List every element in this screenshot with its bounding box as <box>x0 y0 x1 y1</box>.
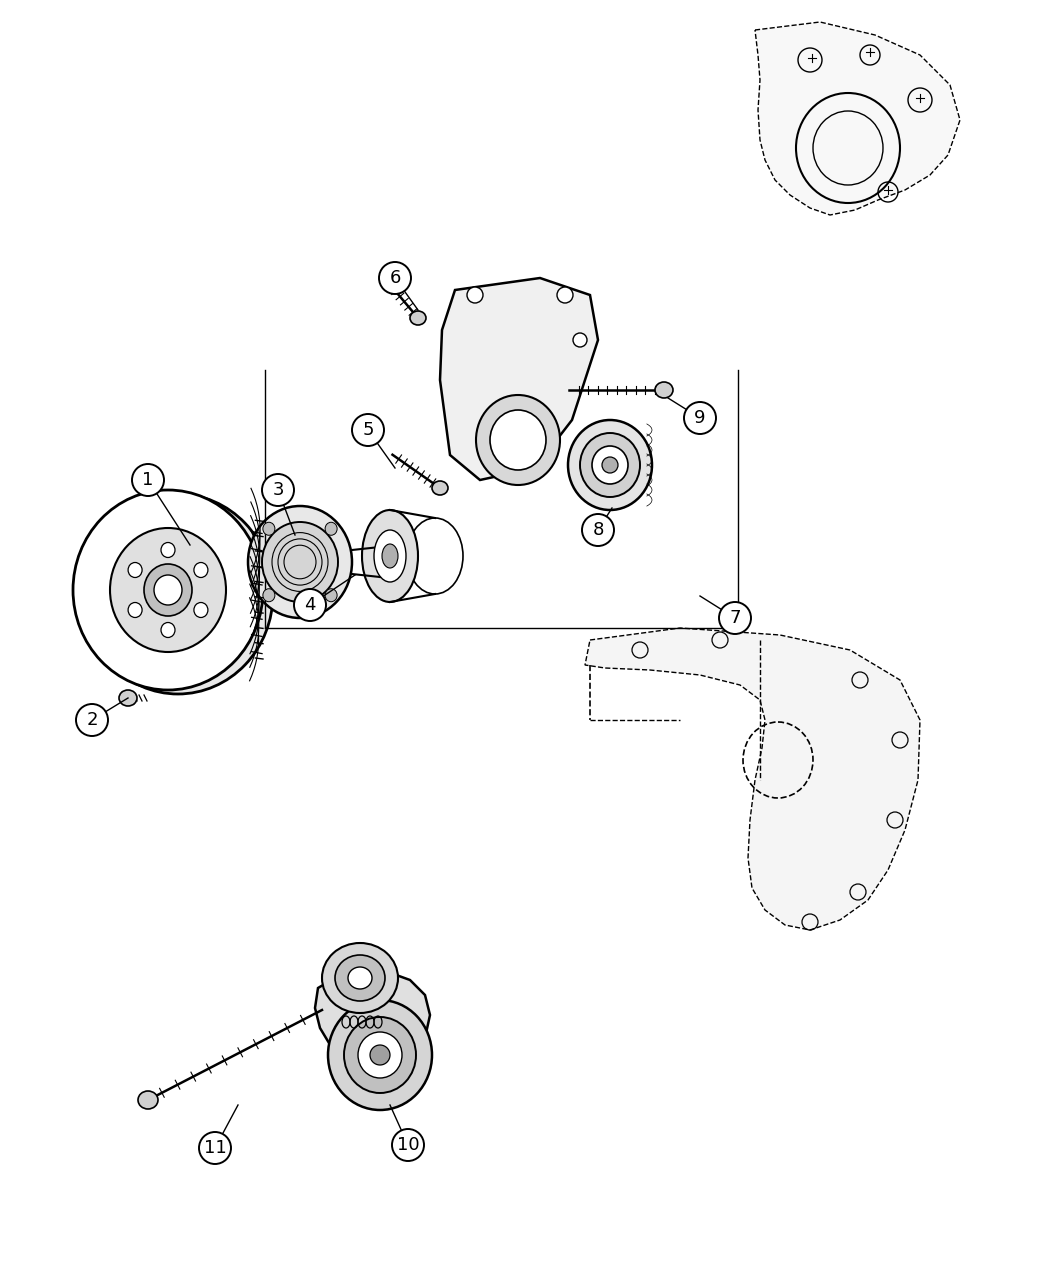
Ellipse shape <box>128 562 142 578</box>
Circle shape <box>76 704 108 736</box>
Circle shape <box>200 1132 231 1164</box>
Ellipse shape <box>194 562 208 578</box>
Text: 9: 9 <box>694 409 706 427</box>
Circle shape <box>582 514 614 546</box>
Ellipse shape <box>262 523 275 536</box>
Ellipse shape <box>119 690 136 706</box>
Polygon shape <box>755 22 960 215</box>
Ellipse shape <box>326 523 337 536</box>
Text: 7: 7 <box>730 609 740 627</box>
Ellipse shape <box>74 490 262 690</box>
Ellipse shape <box>592 446 628 485</box>
Ellipse shape <box>248 506 352 618</box>
Circle shape <box>719 602 751 634</box>
Ellipse shape <box>573 333 587 347</box>
Ellipse shape <box>326 589 337 602</box>
Polygon shape <box>315 970 430 1077</box>
Ellipse shape <box>194 603 208 617</box>
Circle shape <box>379 261 411 295</box>
Ellipse shape <box>128 603 142 617</box>
Polygon shape <box>585 629 920 929</box>
Ellipse shape <box>556 287 573 303</box>
Ellipse shape <box>432 481 448 495</box>
Text: 2: 2 <box>86 711 98 729</box>
Ellipse shape <box>467 287 483 303</box>
Ellipse shape <box>410 311 426 325</box>
Polygon shape <box>440 278 598 479</box>
Ellipse shape <box>322 944 398 1014</box>
Ellipse shape <box>580 434 640 497</box>
Text: 3: 3 <box>272 481 284 499</box>
Text: 6: 6 <box>390 269 401 287</box>
Ellipse shape <box>335 955 385 1001</box>
Ellipse shape <box>262 589 275 602</box>
Ellipse shape <box>328 1000 432 1111</box>
Ellipse shape <box>490 411 546 470</box>
Ellipse shape <box>382 544 398 567</box>
Ellipse shape <box>602 456 618 473</box>
Ellipse shape <box>370 1046 390 1065</box>
Ellipse shape <box>83 493 273 694</box>
Ellipse shape <box>362 510 418 602</box>
Text: 5: 5 <box>362 421 374 439</box>
Circle shape <box>684 402 716 434</box>
Text: 10: 10 <box>397 1136 419 1154</box>
Ellipse shape <box>374 530 406 581</box>
Ellipse shape <box>161 622 175 638</box>
Circle shape <box>262 474 294 506</box>
Ellipse shape <box>262 521 338 602</box>
Ellipse shape <box>144 564 192 616</box>
Ellipse shape <box>344 1017 416 1093</box>
Text: 1: 1 <box>143 470 153 490</box>
Ellipse shape <box>568 419 652 510</box>
Ellipse shape <box>476 395 560 484</box>
Text: 8: 8 <box>592 521 604 539</box>
Ellipse shape <box>358 1031 402 1077</box>
Ellipse shape <box>348 966 372 989</box>
Text: 4: 4 <box>304 595 316 615</box>
Ellipse shape <box>655 382 673 398</box>
Ellipse shape <box>110 528 226 652</box>
Circle shape <box>352 414 384 446</box>
Circle shape <box>294 589 325 621</box>
Ellipse shape <box>161 542 175 557</box>
Circle shape <box>132 464 164 496</box>
Circle shape <box>392 1128 424 1162</box>
Ellipse shape <box>154 575 182 606</box>
Ellipse shape <box>138 1091 158 1109</box>
Text: 11: 11 <box>204 1139 227 1156</box>
